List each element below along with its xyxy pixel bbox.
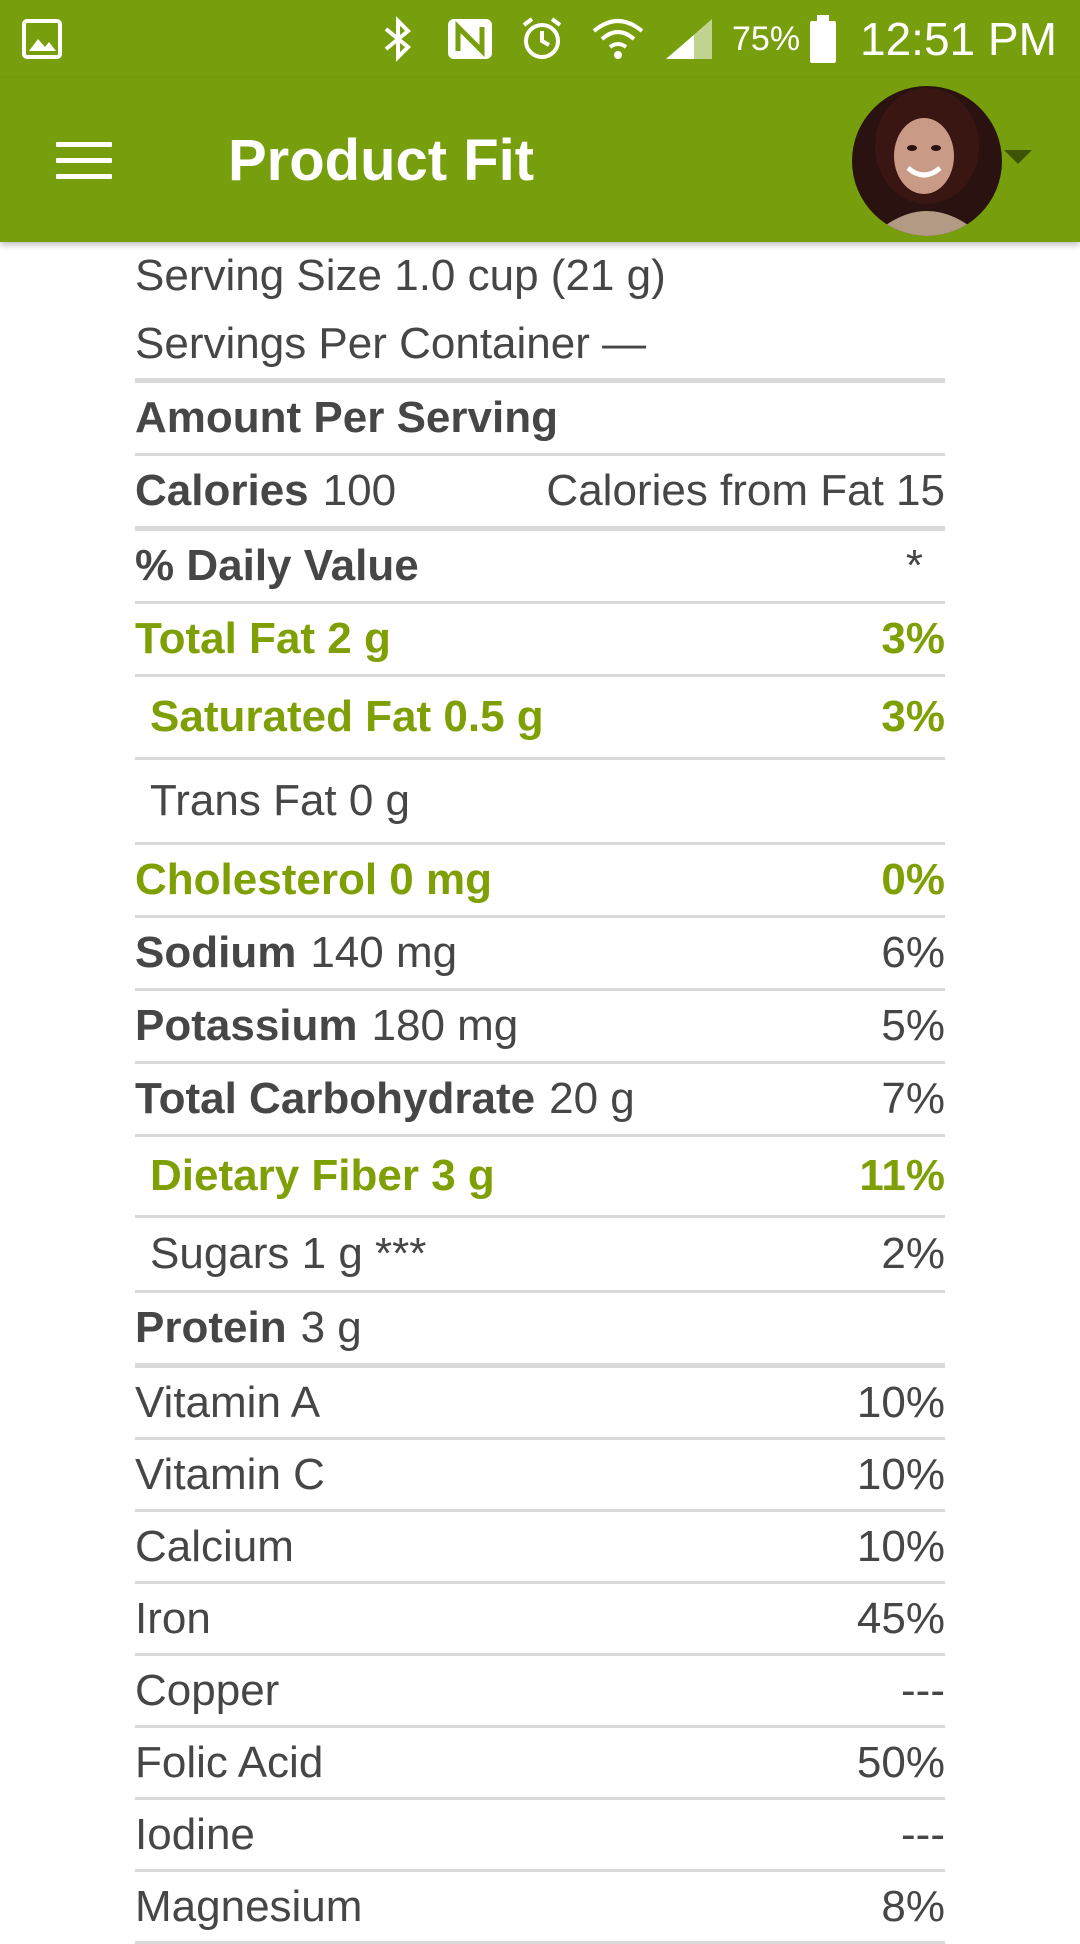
saturated-fat-pct: 3% bbox=[881, 692, 945, 741]
potassium-value: 180 mg bbox=[371, 1001, 519, 1050]
total-carbohydrate-label: Total Carbohydrate bbox=[135, 1074, 536, 1123]
servings-per-container-row: Servings Per Container — bbox=[135, 310, 945, 383]
vitamin-row: Vitamin C 10% bbox=[135, 1440, 945, 1512]
potassium-label: Potassium bbox=[135, 1001, 358, 1050]
saturated-fat-row: Saturated Fat 0.5 g 3% bbox=[135, 677, 945, 760]
servings-per-container: Servings Per Container — bbox=[135, 319, 647, 368]
trans-fat-row: Trans Fat 0 g bbox=[135, 760, 945, 845]
total-carbohydrate-row: Total Carbohydrate 20 g 7% bbox=[135, 1064, 945, 1137]
total-fat-row: Total Fat 2 g 3% bbox=[135, 604, 945, 677]
caret-down-icon[interactable] bbox=[1004, 150, 1032, 164]
wifi-icon bbox=[590, 0, 646, 78]
vitamin-pct: --- bbox=[901, 1665, 945, 1715]
vitamin-label: Calcium bbox=[135, 1521, 294, 1571]
vitamin-row: Calcium 10% bbox=[135, 1512, 945, 1584]
vitamin-row: Iodine --- bbox=[135, 1800, 945, 1872]
trans-fat-label: Trans Fat 0 g bbox=[150, 776, 411, 825]
total-carbohydrate-value: 20 g bbox=[549, 1074, 635, 1123]
vitamin-label: Iron bbox=[135, 1593, 211, 1643]
daily-value-row: % Daily Value * bbox=[135, 531, 945, 604]
vitamin-row: Vitamin A 10% bbox=[135, 1368, 945, 1440]
app-bar: Product Fit bbox=[0, 78, 1080, 242]
calories-label: Calories bbox=[135, 466, 309, 515]
cholesterol-row: Cholesterol 0 mg 0% bbox=[135, 845, 945, 918]
vitamin-pct: --- bbox=[901, 1809, 945, 1859]
signal-icon bbox=[664, 0, 714, 78]
protein-row: Protein 3 g bbox=[135, 1293, 945, 1368]
sodium-row: Sodium 140 mg 6% bbox=[135, 918, 945, 991]
daily-value-marker: * bbox=[905, 541, 923, 590]
sodium-pct: 6% bbox=[881, 928, 945, 977]
gallery-icon bbox=[20, 0, 64, 78]
sugars-row: Sugars 1 g *** 2% bbox=[135, 1218, 945, 1293]
total-carbohydrate-pct: 7% bbox=[881, 1074, 945, 1123]
dietary-fiber-label: Dietary Fiber 3 g bbox=[150, 1151, 495, 1200]
sugars-pct: 2% bbox=[881, 1229, 945, 1278]
vitamin-row: Iron 45% bbox=[135, 1584, 945, 1656]
amount-per-serving-row: Amount Per Serving bbox=[135, 383, 945, 456]
vitamin-pct: 50% bbox=[856, 1737, 945, 1787]
total-fat-label: Total Fat 2 g bbox=[135, 614, 391, 663]
bluetooth-icon bbox=[378, 0, 418, 78]
vitamin-row: Folic Acid 50% bbox=[135, 1728, 945, 1800]
page-title: Product Fit bbox=[228, 128, 535, 193]
vitamin-label: Magnesium bbox=[135, 1881, 363, 1931]
nutrition-facts-panel: Serving Size 1.0 cup (21 g) Servings Per… bbox=[135, 242, 945, 1944]
serving-size: Serving Size 1.0 cup (21 g) bbox=[135, 251, 666, 300]
avatar[interactable] bbox=[852, 86, 1002, 236]
vitamin-row: Copper --- bbox=[135, 1656, 945, 1728]
vitamin-pct: 45% bbox=[856, 1593, 945, 1643]
alarm-icon bbox=[518, 0, 566, 78]
vitamin-label: Folic Acid bbox=[135, 1737, 324, 1787]
vitamin-row: Magnesium 8% bbox=[135, 1872, 945, 1944]
vitamin-pct: 8% bbox=[881, 1881, 945, 1931]
cholesterol-pct: 0% bbox=[881, 855, 945, 904]
total-fat-pct: 3% bbox=[881, 614, 945, 663]
nfc-icon bbox=[446, 0, 494, 78]
protein-value: 3 g bbox=[300, 1303, 362, 1352]
daily-value-header: % Daily Value bbox=[135, 541, 419, 590]
clock: 12:51 PM bbox=[860, 13, 1057, 65]
vitamin-label: Copper bbox=[135, 1665, 280, 1715]
vitamin-label: Vitamin A bbox=[135, 1377, 321, 1427]
potassium-pct: 5% bbox=[881, 1001, 945, 1050]
vitamin-pct: 10% bbox=[856, 1449, 945, 1499]
dietary-fiber-row: Dietary Fiber 3 g 11% bbox=[135, 1137, 945, 1218]
vitamin-label: Iodine bbox=[135, 1809, 255, 1859]
dietary-fiber-pct: 11% bbox=[859, 1151, 945, 1200]
amount-per-serving: Amount Per Serving bbox=[135, 393, 558, 442]
hamburger-menu-icon[interactable] bbox=[40, 122, 128, 198]
cholesterol-label: Cholesterol 0 mg bbox=[135, 855, 492, 904]
battery-percent: 75% bbox=[732, 19, 801, 58]
protein-label: Protein bbox=[135, 1303, 287, 1352]
vitamin-pct: 10% bbox=[856, 1377, 945, 1427]
sugars-label: Sugars 1 g *** bbox=[150, 1229, 427, 1278]
sodium-value: 140 mg bbox=[310, 928, 458, 977]
calories-value: 100 bbox=[322, 466, 397, 515]
calories-row: Calories 100 Calories from Fat 15 bbox=[135, 456, 945, 531]
saturated-fat-label: Saturated Fat 0.5 g bbox=[150, 692, 544, 741]
battery-icon bbox=[808, 0, 838, 78]
vitamin-label: Vitamin C bbox=[135, 1449, 325, 1499]
potassium-row: Potassium 180 mg 5% bbox=[135, 991, 945, 1064]
vitamin-pct: 10% bbox=[856, 1521, 945, 1571]
sodium-label: Sodium bbox=[135, 928, 297, 977]
status-bar: 75% 12:51 PM bbox=[0, 0, 1080, 78]
calories-from-fat: Calories from Fat 15 bbox=[546, 466, 945, 515]
